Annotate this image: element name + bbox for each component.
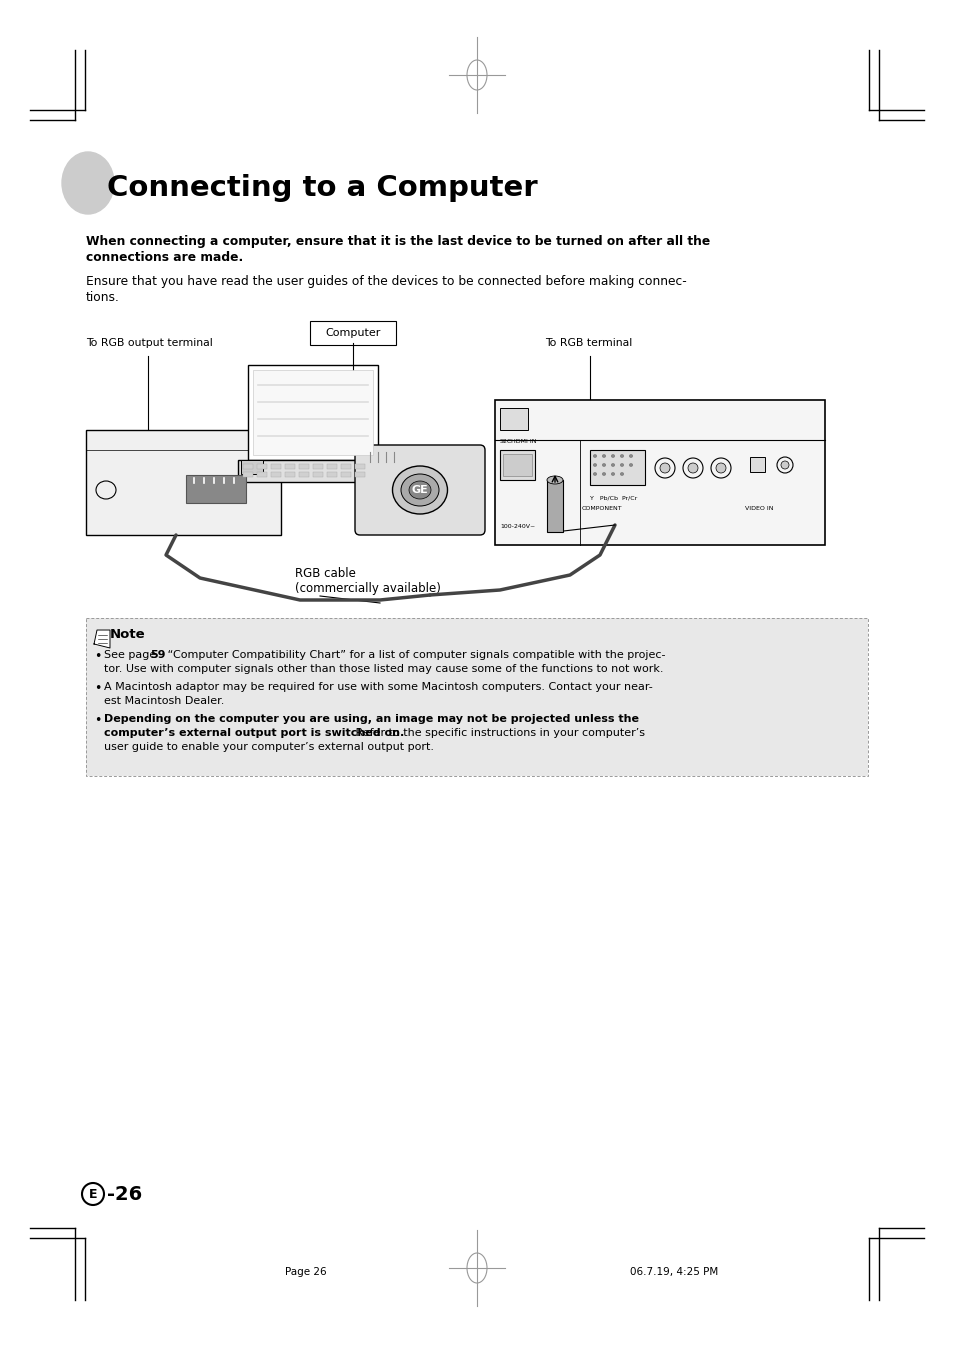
Text: Refer to the specific instructions in your computer’s: Refer to the specific instructions in yo…: [352, 728, 644, 737]
Text: 06.7.19, 4:25 PM: 06.7.19, 4:25 PM: [629, 1267, 718, 1277]
Text: (commercially available): (commercially available): [294, 582, 440, 594]
Bar: [313, 472, 323, 477]
Bar: [499, 408, 527, 430]
Text: tions.: tions.: [86, 291, 120, 305]
Bar: [340, 464, 351, 469]
FancyBboxPatch shape: [310, 321, 395, 345]
Bar: [495, 400, 824, 545]
Ellipse shape: [781, 461, 788, 469]
Ellipse shape: [409, 481, 431, 499]
Text: •: •: [94, 682, 101, 696]
Text: user guide to enable your computer’s external output port.: user guide to enable your computer’s ext…: [104, 741, 434, 752]
Bar: [327, 464, 336, 469]
Bar: [502, 454, 532, 476]
Bar: [243, 472, 253, 477]
Ellipse shape: [619, 454, 623, 457]
Ellipse shape: [659, 462, 669, 473]
Text: 100-240V~: 100-240V~: [499, 524, 535, 528]
Polygon shape: [94, 630, 110, 648]
Ellipse shape: [611, 454, 614, 457]
Ellipse shape: [601, 454, 605, 457]
Bar: [253, 369, 373, 456]
Ellipse shape: [392, 466, 447, 514]
Ellipse shape: [62, 152, 113, 214]
Text: A Macintosh adaptor may be required for use with some Macintosh computers. Conta: A Macintosh adaptor may be required for …: [104, 682, 652, 692]
Bar: [546, 480, 562, 532]
FancyBboxPatch shape: [355, 445, 484, 535]
Bar: [298, 472, 309, 477]
Bar: [256, 464, 267, 469]
Text: 59: 59: [150, 650, 165, 661]
Text: COMPONENT: COMPONENT: [581, 506, 622, 511]
Bar: [313, 464, 323, 469]
Ellipse shape: [546, 476, 562, 484]
Text: To RGB output terminal: To RGB output terminal: [86, 338, 213, 348]
Bar: [327, 472, 336, 477]
Text: VIDEO IN: VIDEO IN: [744, 506, 773, 511]
Bar: [355, 472, 365, 477]
Bar: [271, 472, 281, 477]
Bar: [186, 474, 246, 503]
Text: •: •: [94, 714, 101, 727]
Ellipse shape: [593, 464, 597, 466]
Bar: [340, 472, 351, 477]
Text: Ensure that you have read the user guides of the devices to be connected before : Ensure that you have read the user guide…: [86, 275, 686, 288]
Ellipse shape: [716, 462, 725, 473]
Bar: [237, 460, 388, 483]
Bar: [355, 464, 365, 469]
Text: RGB cable: RGB cable: [294, 568, 355, 580]
Text: connections are made.: connections are made.: [86, 251, 243, 264]
Text: computer’s external output port is switched on.: computer’s external output port is switc…: [104, 728, 404, 737]
Bar: [749, 457, 764, 472]
Text: tor. Use with computer signals other than those listed may cause some of the fun: tor. Use with computer signals other tha…: [104, 665, 662, 674]
Text: “Computer Compatibility Chart” for a list of computer signals compatible with th: “Computer Compatibility Chart” for a lis…: [164, 650, 665, 661]
Text: -26: -26: [107, 1185, 142, 1204]
Bar: [86, 430, 281, 535]
Ellipse shape: [611, 473, 614, 476]
Text: •: •: [94, 650, 101, 663]
Bar: [499, 450, 535, 480]
Ellipse shape: [611, 464, 614, 466]
Ellipse shape: [687, 462, 698, 473]
Text: S2C: S2C: [499, 439, 512, 443]
Ellipse shape: [593, 454, 597, 457]
Bar: [271, 464, 281, 469]
Ellipse shape: [601, 473, 605, 476]
Bar: [589, 450, 644, 485]
Text: GE: GE: [411, 485, 428, 495]
Text: Note: Note: [110, 628, 146, 642]
Text: Page 26: Page 26: [285, 1267, 326, 1277]
Bar: [241, 460, 263, 474]
Ellipse shape: [601, 464, 605, 466]
Ellipse shape: [619, 464, 623, 466]
Ellipse shape: [400, 474, 438, 506]
Text: E: E: [89, 1188, 97, 1201]
Text: Y   Pb/Cb  Pr/Cr: Y Pb/Cb Pr/Cr: [589, 496, 637, 501]
Text: HDMI IN: HDMI IN: [511, 439, 536, 443]
Bar: [285, 464, 294, 469]
Text: See page: See page: [104, 650, 159, 661]
Bar: [248, 365, 377, 460]
Text: Connecting to a Computer: Connecting to a Computer: [107, 174, 537, 202]
Ellipse shape: [629, 464, 632, 466]
Text: Computer: Computer: [325, 328, 380, 338]
Bar: [285, 472, 294, 477]
Text: est Macintosh Dealer.: est Macintosh Dealer.: [104, 696, 224, 706]
Text: To RGB terminal: To RGB terminal: [544, 338, 632, 348]
Ellipse shape: [629, 454, 632, 457]
Bar: [243, 464, 253, 469]
Ellipse shape: [619, 473, 623, 476]
Bar: [298, 464, 309, 469]
Bar: [256, 472, 267, 477]
Ellipse shape: [593, 473, 597, 476]
Text: Depending on the computer you are using, an image may not be projected unless th: Depending on the computer you are using,…: [104, 714, 639, 724]
Bar: [86, 617, 867, 776]
Text: When connecting a computer, ensure that it is the last device to be turned on af: When connecting a computer, ensure that …: [86, 235, 709, 248]
